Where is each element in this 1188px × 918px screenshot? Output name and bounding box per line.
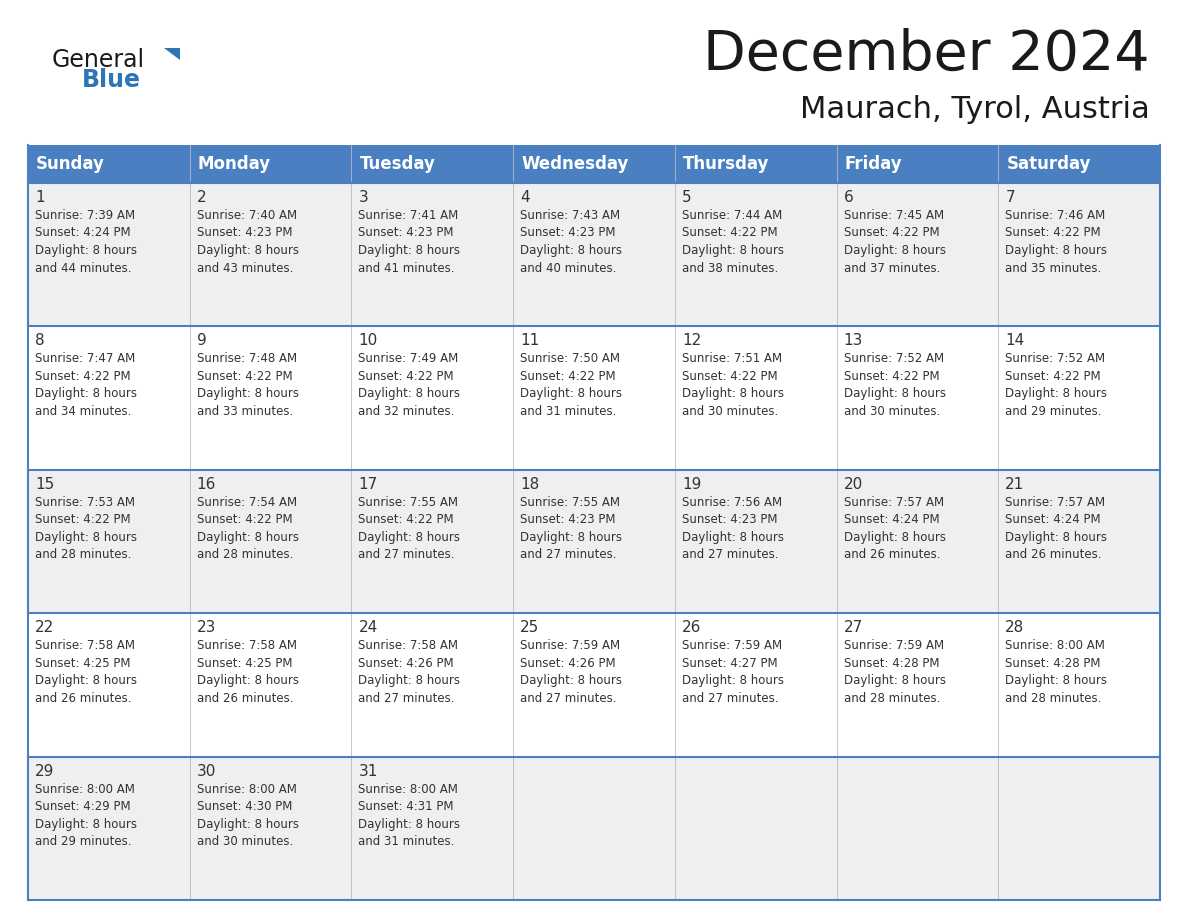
Text: Sunrise: 7:56 AM
Sunset: 4:23 PM
Daylight: 8 hours
and 27 minutes.: Sunrise: 7:56 AM Sunset: 4:23 PM Dayligh… bbox=[682, 496, 784, 561]
Text: 8: 8 bbox=[34, 333, 45, 349]
Text: Sunrise: 8:00 AM
Sunset: 4:31 PM
Daylight: 8 hours
and 31 minutes.: Sunrise: 8:00 AM Sunset: 4:31 PM Dayligh… bbox=[359, 783, 461, 848]
Text: 27: 27 bbox=[843, 621, 862, 635]
Text: Sunrise: 7:43 AM
Sunset: 4:23 PM
Daylight: 8 hours
and 40 minutes.: Sunrise: 7:43 AM Sunset: 4:23 PM Dayligh… bbox=[520, 209, 623, 274]
Text: 3: 3 bbox=[359, 190, 368, 205]
Text: 9: 9 bbox=[197, 333, 207, 349]
Text: 26: 26 bbox=[682, 621, 701, 635]
Text: Sunrise: 7:54 AM
Sunset: 4:22 PM
Daylight: 8 hours
and 28 minutes.: Sunrise: 7:54 AM Sunset: 4:22 PM Dayligh… bbox=[197, 496, 298, 561]
Text: Saturday: Saturday bbox=[1006, 155, 1091, 173]
Text: General: General bbox=[52, 48, 145, 72]
Text: Sunrise: 7:57 AM
Sunset: 4:24 PM
Daylight: 8 hours
and 26 minutes.: Sunrise: 7:57 AM Sunset: 4:24 PM Dayligh… bbox=[1005, 496, 1107, 561]
Text: Thursday: Thursday bbox=[683, 155, 770, 173]
Text: Sunrise: 7:52 AM
Sunset: 4:22 PM
Daylight: 8 hours
and 30 minutes.: Sunrise: 7:52 AM Sunset: 4:22 PM Dayligh… bbox=[843, 353, 946, 418]
Text: 31: 31 bbox=[359, 764, 378, 778]
Text: Tuesday: Tuesday bbox=[360, 155, 435, 173]
Text: Sunrise: 7:59 AM
Sunset: 4:26 PM
Daylight: 8 hours
and 27 minutes.: Sunrise: 7:59 AM Sunset: 4:26 PM Dayligh… bbox=[520, 639, 623, 705]
Text: 23: 23 bbox=[197, 621, 216, 635]
Text: Sunrise: 7:45 AM
Sunset: 4:22 PM
Daylight: 8 hours
and 37 minutes.: Sunrise: 7:45 AM Sunset: 4:22 PM Dayligh… bbox=[843, 209, 946, 274]
Text: Sunrise: 7:55 AM
Sunset: 4:23 PM
Daylight: 8 hours
and 27 minutes.: Sunrise: 7:55 AM Sunset: 4:23 PM Dayligh… bbox=[520, 496, 623, 561]
Text: 15: 15 bbox=[34, 476, 55, 492]
Text: 12: 12 bbox=[682, 333, 701, 349]
Text: 14: 14 bbox=[1005, 333, 1024, 349]
Text: Sunrise: 7:53 AM
Sunset: 4:22 PM
Daylight: 8 hours
and 28 minutes.: Sunrise: 7:53 AM Sunset: 4:22 PM Dayligh… bbox=[34, 496, 137, 561]
Text: Sunrise: 8:00 AM
Sunset: 4:29 PM
Daylight: 8 hours
and 29 minutes.: Sunrise: 8:00 AM Sunset: 4:29 PM Dayligh… bbox=[34, 783, 137, 848]
Text: 19: 19 bbox=[682, 476, 701, 492]
Text: 4: 4 bbox=[520, 190, 530, 205]
Bar bbox=[29, 613, 1159, 756]
Text: 1: 1 bbox=[34, 190, 45, 205]
Text: Sunrise: 7:57 AM
Sunset: 4:24 PM
Daylight: 8 hours
and 26 minutes.: Sunrise: 7:57 AM Sunset: 4:24 PM Dayligh… bbox=[843, 496, 946, 561]
Bar bbox=[29, 145, 1159, 183]
Text: Sunrise: 7:46 AM
Sunset: 4:22 PM
Daylight: 8 hours
and 35 minutes.: Sunrise: 7:46 AM Sunset: 4:22 PM Dayligh… bbox=[1005, 209, 1107, 274]
Text: 20: 20 bbox=[843, 476, 862, 492]
Text: Sunrise: 7:55 AM
Sunset: 4:22 PM
Daylight: 8 hours
and 27 minutes.: Sunrise: 7:55 AM Sunset: 4:22 PM Dayligh… bbox=[359, 496, 461, 561]
Text: Sunrise: 7:41 AM
Sunset: 4:23 PM
Daylight: 8 hours
and 41 minutes.: Sunrise: 7:41 AM Sunset: 4:23 PM Dayligh… bbox=[359, 209, 461, 274]
Text: Blue: Blue bbox=[82, 68, 141, 92]
Text: 22: 22 bbox=[34, 621, 55, 635]
Bar bbox=[29, 327, 1159, 470]
Polygon shape bbox=[164, 48, 181, 60]
Text: Sunrise: 7:59 AM
Sunset: 4:28 PM
Daylight: 8 hours
and 28 minutes.: Sunrise: 7:59 AM Sunset: 4:28 PM Dayligh… bbox=[843, 639, 946, 705]
Text: 5: 5 bbox=[682, 190, 691, 205]
Text: 11: 11 bbox=[520, 333, 539, 349]
Text: Sunrise: 7:40 AM
Sunset: 4:23 PM
Daylight: 8 hours
and 43 minutes.: Sunrise: 7:40 AM Sunset: 4:23 PM Dayligh… bbox=[197, 209, 298, 274]
Text: Sunday: Sunday bbox=[36, 155, 105, 173]
Text: Sunrise: 7:52 AM
Sunset: 4:22 PM
Daylight: 8 hours
and 29 minutes.: Sunrise: 7:52 AM Sunset: 4:22 PM Dayligh… bbox=[1005, 353, 1107, 418]
Text: Maurach, Tyrol, Austria: Maurach, Tyrol, Austria bbox=[801, 95, 1150, 124]
Text: Sunrise: 7:39 AM
Sunset: 4:24 PM
Daylight: 8 hours
and 44 minutes.: Sunrise: 7:39 AM Sunset: 4:24 PM Dayligh… bbox=[34, 209, 137, 274]
Text: 24: 24 bbox=[359, 621, 378, 635]
Text: 10: 10 bbox=[359, 333, 378, 349]
Text: Friday: Friday bbox=[845, 155, 902, 173]
Text: 7: 7 bbox=[1005, 190, 1015, 205]
Text: 21: 21 bbox=[1005, 476, 1024, 492]
Text: 17: 17 bbox=[359, 476, 378, 492]
Text: 18: 18 bbox=[520, 476, 539, 492]
Text: Wednesday: Wednesday bbox=[522, 155, 628, 173]
Text: Sunrise: 7:50 AM
Sunset: 4:22 PM
Daylight: 8 hours
and 31 minutes.: Sunrise: 7:50 AM Sunset: 4:22 PM Dayligh… bbox=[520, 353, 623, 418]
Bar bbox=[29, 470, 1159, 613]
Text: Sunrise: 8:00 AM
Sunset: 4:30 PM
Daylight: 8 hours
and 30 minutes.: Sunrise: 8:00 AM Sunset: 4:30 PM Dayligh… bbox=[197, 783, 298, 848]
Text: 28: 28 bbox=[1005, 621, 1024, 635]
Bar bbox=[29, 183, 1159, 327]
Text: December 2024: December 2024 bbox=[703, 28, 1150, 82]
Text: Sunrise: 7:51 AM
Sunset: 4:22 PM
Daylight: 8 hours
and 30 minutes.: Sunrise: 7:51 AM Sunset: 4:22 PM Dayligh… bbox=[682, 353, 784, 418]
Text: Sunrise: 7:58 AM
Sunset: 4:25 PM
Daylight: 8 hours
and 26 minutes.: Sunrise: 7:58 AM Sunset: 4:25 PM Dayligh… bbox=[34, 639, 137, 705]
Text: Sunrise: 8:00 AM
Sunset: 4:28 PM
Daylight: 8 hours
and 28 minutes.: Sunrise: 8:00 AM Sunset: 4:28 PM Dayligh… bbox=[1005, 639, 1107, 705]
Text: 6: 6 bbox=[843, 190, 853, 205]
Text: Sunrise: 7:48 AM
Sunset: 4:22 PM
Daylight: 8 hours
and 33 minutes.: Sunrise: 7:48 AM Sunset: 4:22 PM Dayligh… bbox=[197, 353, 298, 418]
Text: 13: 13 bbox=[843, 333, 862, 349]
Text: Sunrise: 7:44 AM
Sunset: 4:22 PM
Daylight: 8 hours
and 38 minutes.: Sunrise: 7:44 AM Sunset: 4:22 PM Dayligh… bbox=[682, 209, 784, 274]
Text: 29: 29 bbox=[34, 764, 55, 778]
Text: Sunrise: 7:47 AM
Sunset: 4:22 PM
Daylight: 8 hours
and 34 minutes.: Sunrise: 7:47 AM Sunset: 4:22 PM Dayligh… bbox=[34, 353, 137, 418]
Text: 25: 25 bbox=[520, 621, 539, 635]
Text: Sunrise: 7:58 AM
Sunset: 4:26 PM
Daylight: 8 hours
and 27 minutes.: Sunrise: 7:58 AM Sunset: 4:26 PM Dayligh… bbox=[359, 639, 461, 705]
Text: 30: 30 bbox=[197, 764, 216, 778]
Text: 2: 2 bbox=[197, 190, 207, 205]
Text: Sunrise: 7:58 AM
Sunset: 4:25 PM
Daylight: 8 hours
and 26 minutes.: Sunrise: 7:58 AM Sunset: 4:25 PM Dayligh… bbox=[197, 639, 298, 705]
Text: Sunrise: 7:59 AM
Sunset: 4:27 PM
Daylight: 8 hours
and 27 minutes.: Sunrise: 7:59 AM Sunset: 4:27 PM Dayligh… bbox=[682, 639, 784, 705]
Text: Monday: Monday bbox=[197, 155, 271, 173]
Text: Sunrise: 7:49 AM
Sunset: 4:22 PM
Daylight: 8 hours
and 32 minutes.: Sunrise: 7:49 AM Sunset: 4:22 PM Dayligh… bbox=[359, 353, 461, 418]
Bar bbox=[29, 756, 1159, 900]
Text: 16: 16 bbox=[197, 476, 216, 492]
